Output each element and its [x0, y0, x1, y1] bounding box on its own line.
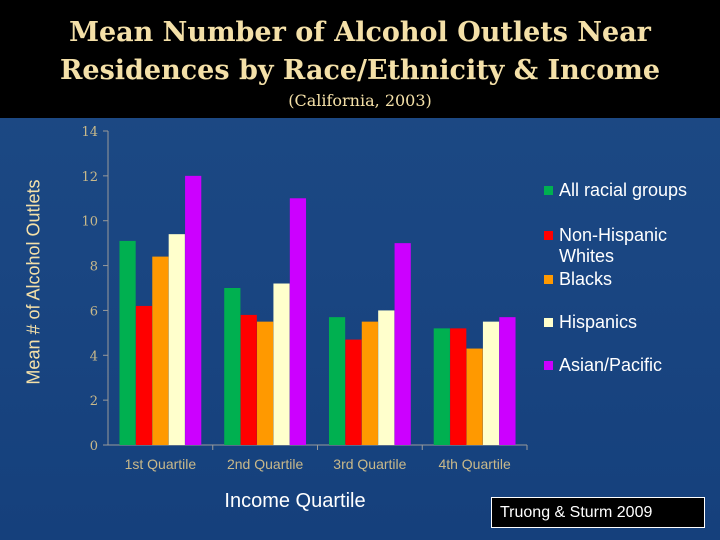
- legend-swatch: [544, 318, 553, 327]
- y-tick-label: 8: [90, 260, 98, 275]
- bar: [482, 321, 500, 445]
- bar: [119, 240, 136, 445]
- y-tick-label: 0: [90, 439, 98, 454]
- bar: [168, 234, 185, 445]
- chart-subtitle: (California, 2003): [288, 91, 432, 110]
- chart-title: Mean Number of Alcohol Outlets Near Resi…: [59, 17, 661, 86]
- bar: [289, 198, 307, 445]
- y-tick-label: 2: [90, 394, 98, 409]
- bar: [450, 328, 467, 445]
- bar: [361, 321, 378, 445]
- bar: [152, 256, 169, 445]
- source-citation: Truong & Sturm 2009: [491, 497, 705, 528]
- bar: [394, 243, 411, 445]
- bar: [499, 317, 516, 445]
- bar: [433, 328, 450, 445]
- y-tick-label: 12: [81, 170, 98, 185]
- legend-label: Hispanics: [559, 312, 638, 332]
- title-bar: [0, 0, 720, 118]
- bar: [257, 321, 274, 445]
- bar: [240, 314, 257, 445]
- legend-swatch: [544, 186, 553, 195]
- x-tick-label: 3rd Quartile: [333, 456, 406, 472]
- y-tick-label: 10: [81, 215, 98, 230]
- bar: [135, 305, 153, 445]
- bar: [466, 348, 483, 445]
- y-tick-label: 6: [90, 304, 98, 319]
- bar: [185, 175, 202, 445]
- x-tick-label: 1st Quartile: [125, 456, 197, 472]
- bar: [328, 317, 346, 445]
- legend-swatch: [544, 275, 553, 284]
- x-axis-label: Income Quartile: [224, 490, 366, 512]
- legend-swatch: [544, 361, 553, 370]
- legend-label: Blacks: [559, 269, 613, 289]
- legend-label: Non-Hispanic Whites: [559, 225, 668, 266]
- x-tick-label: 2nd Quartile: [227, 456, 303, 472]
- legend-swatch: [544, 231, 553, 240]
- bar: [345, 339, 362, 445]
- legend-label: Asian/Pacific: [559, 355, 663, 375]
- y-tick-label: 14: [81, 125, 98, 140]
- bar: [378, 310, 395, 445]
- bar: [224, 288, 241, 445]
- y-tick-label: 4: [90, 349, 98, 364]
- x-tick-label: 4th Quartile: [438, 456, 511, 472]
- legend-label: All racial groups: [559, 180, 688, 200]
- bar: [273, 283, 290, 445]
